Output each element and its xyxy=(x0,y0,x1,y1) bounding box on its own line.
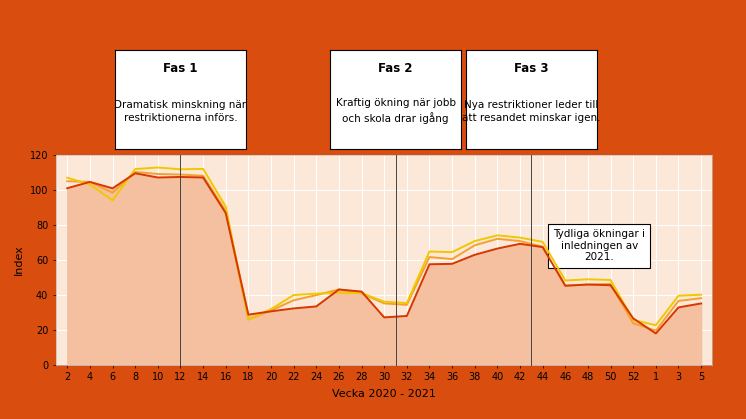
X-axis label: Vecka 2020 - 2021: Vecka 2020 - 2021 xyxy=(332,389,436,399)
Text: Fas 2: Fas 2 xyxy=(378,62,413,75)
Text: Fas 1: Fas 1 xyxy=(163,62,198,75)
Text: Nya restriktioner leder till
att resandet minskar igen.: Nya restriktioner leder till att resande… xyxy=(462,100,601,123)
Text: Dramatisk minskning när
restriktionerna införs.: Dramatisk minskning när restriktionerna … xyxy=(114,100,246,123)
Text: Fas 3: Fas 3 xyxy=(514,62,548,75)
Text: Kraftig ökning när jobb
och skola drar igång: Kraftig ökning när jobb och skola drar i… xyxy=(336,98,456,124)
Text: Tydliga ökningar i
inledningen av
2021.: Tydliga ökningar i inledningen av 2021. xyxy=(554,229,645,262)
Y-axis label: Index: Index xyxy=(14,244,25,275)
